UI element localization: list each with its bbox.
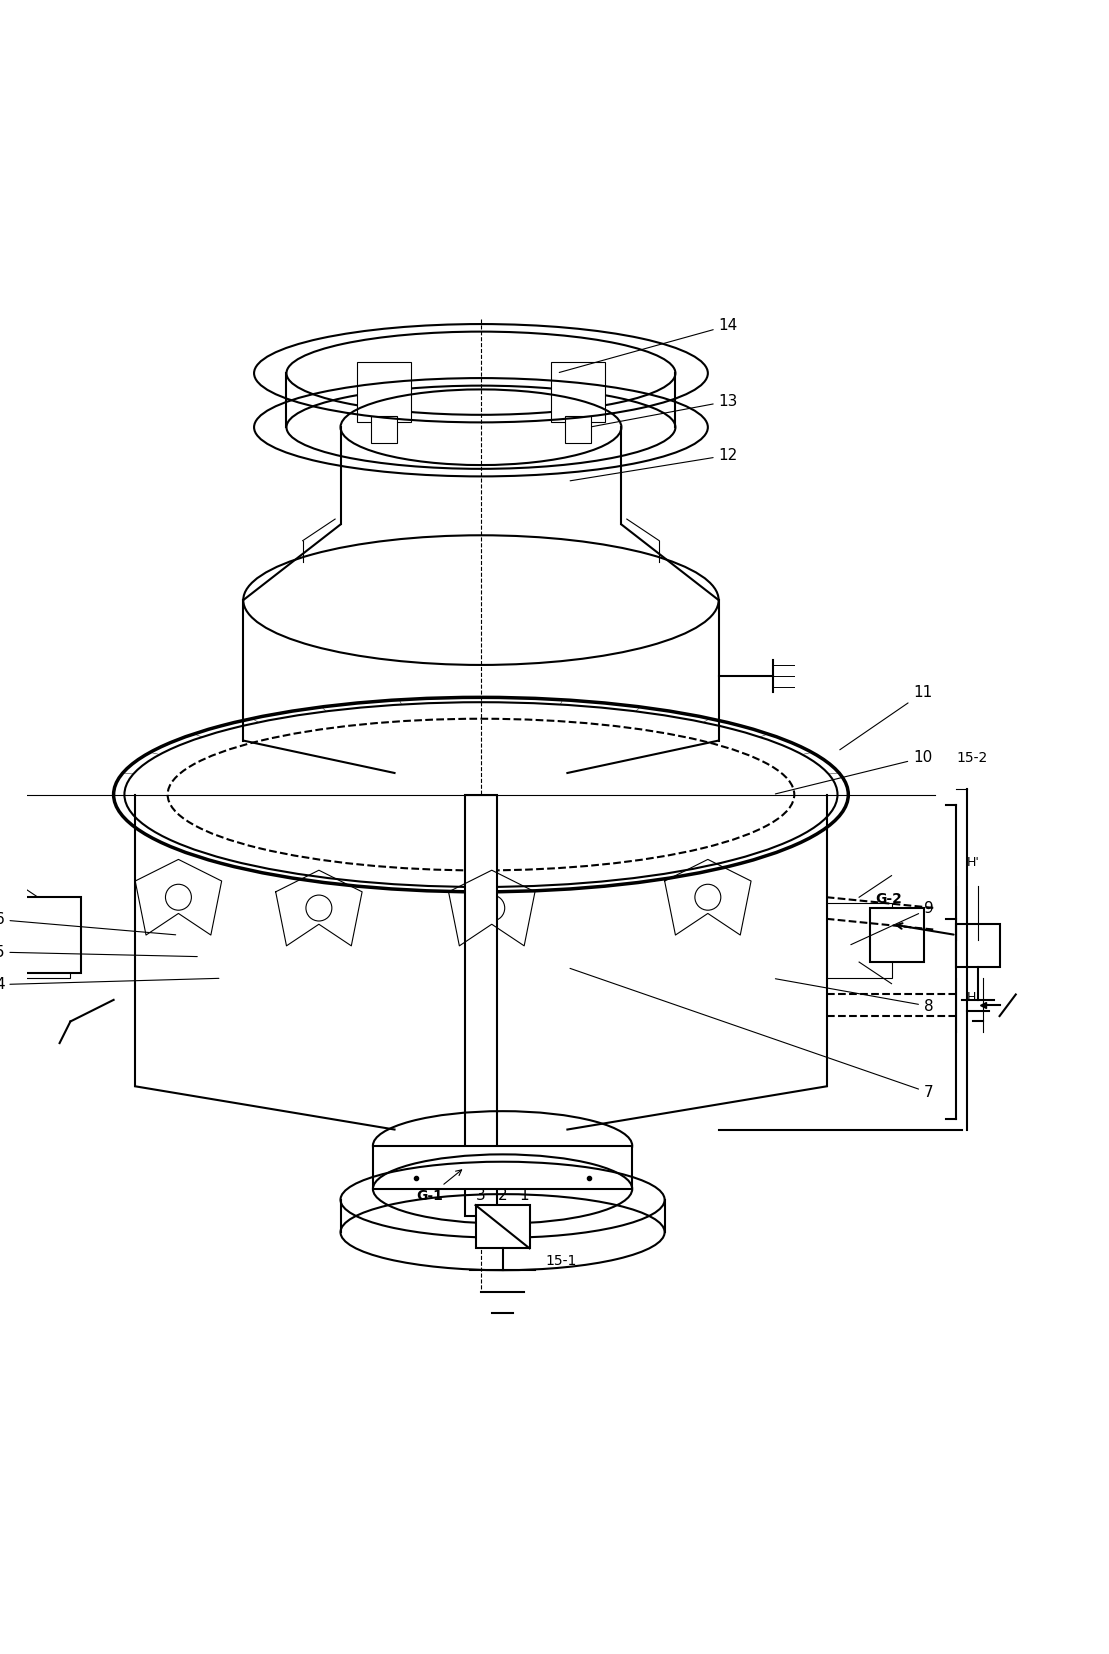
- Polygon shape: [448, 870, 535, 946]
- Text: 3: 3: [476, 1188, 486, 1202]
- Text: 15-2: 15-2: [956, 751, 988, 766]
- Bar: [6, 903, 70, 978]
- Text: H': H': [967, 855, 980, 868]
- Text: 1: 1: [519, 1188, 529, 1202]
- Bar: [551, 362, 606, 422]
- Bar: [17, 896, 81, 973]
- Text: G-1: G-1: [416, 1169, 461, 1202]
- Polygon shape: [664, 860, 751, 935]
- Text: 14: 14: [559, 318, 737, 372]
- Bar: [373, 1146, 632, 1189]
- Text: 5: 5: [0, 944, 197, 959]
- Text: 10: 10: [775, 751, 933, 794]
- Text: 2: 2: [498, 1188, 508, 1202]
- Text: 8: 8: [775, 979, 934, 1014]
- Text: H: H: [967, 991, 977, 1004]
- Bar: [869, 908, 924, 963]
- Bar: [357, 362, 410, 422]
- Text: 6: 6: [0, 913, 175, 935]
- Bar: [826, 903, 892, 978]
- Text: 12: 12: [570, 448, 737, 481]
- Text: 7: 7: [570, 968, 934, 1100]
- Text: G-2: G-2: [875, 892, 903, 906]
- Bar: [956, 925, 999, 968]
- Text: 15-1: 15-1: [546, 1254, 577, 1267]
- Bar: [370, 417, 397, 443]
- Bar: [465, 794, 497, 1216]
- Polygon shape: [135, 860, 222, 935]
- Text: 4: 4: [0, 978, 218, 992]
- Bar: [476, 1206, 530, 1249]
- Text: 13: 13: [592, 394, 737, 427]
- Polygon shape: [276, 870, 363, 946]
- Text: 11: 11: [840, 685, 933, 749]
- Text: 9: 9: [851, 901, 934, 944]
- Bar: [566, 417, 591, 443]
